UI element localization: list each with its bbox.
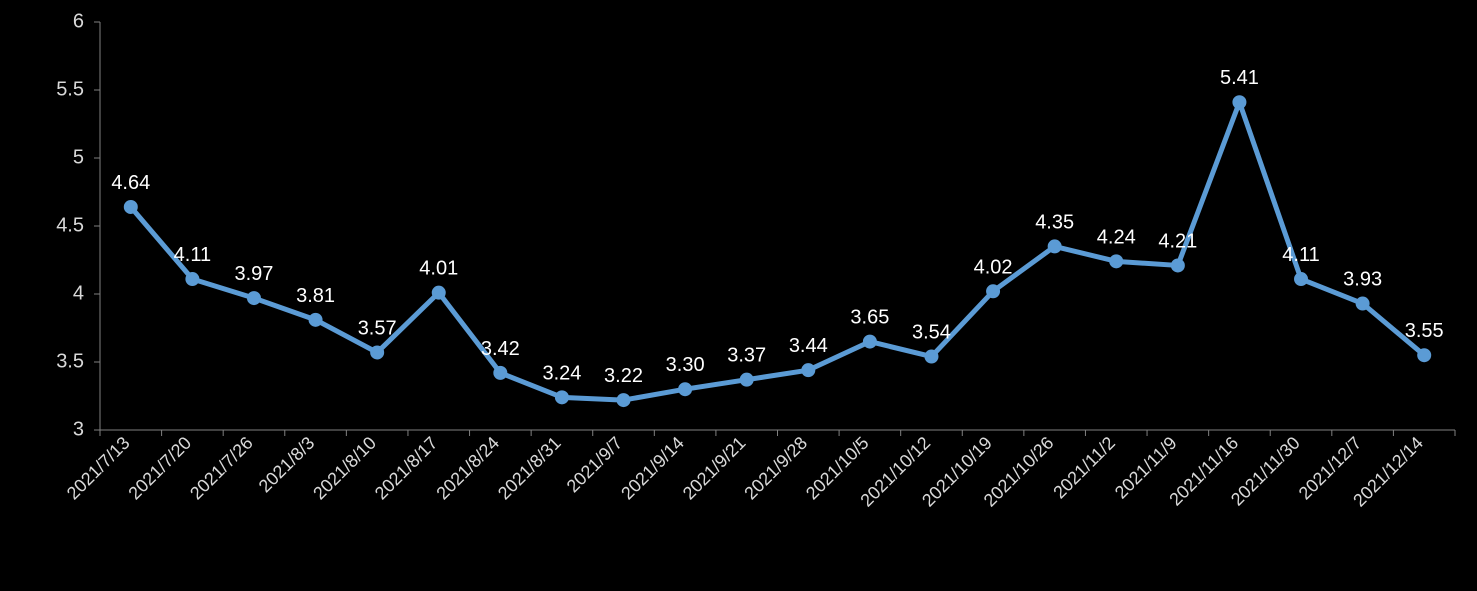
- y-tick-label: 6: [73, 10, 84, 32]
- x-tick-label: 2021/11/2: [1049, 433, 1119, 503]
- value-label: 4.11: [1282, 244, 1319, 266]
- data-point: [925, 351, 937, 363]
- data-point: [1172, 259, 1184, 271]
- value-label: 3.22: [604, 365, 643, 387]
- data-point: [433, 287, 445, 299]
- value-label: 4.35: [1035, 211, 1074, 233]
- y-tick-label: 3: [73, 418, 84, 440]
- value-label: 3.55: [1405, 320, 1444, 342]
- data-point: [310, 314, 322, 326]
- data-point: [802, 364, 814, 376]
- value-label: 3.93: [1343, 269, 1382, 291]
- value-label: 4.01: [419, 258, 458, 280]
- value-label: 3.54: [912, 322, 951, 344]
- data-point: [1049, 240, 1061, 252]
- data-point: [1295, 273, 1307, 285]
- data-point: [741, 374, 753, 386]
- data-point: [987, 285, 999, 297]
- value-label: 4.24: [1097, 226, 1136, 248]
- data-point: [618, 394, 630, 406]
- value-label: 3.44: [789, 335, 828, 357]
- value-label: 5.41: [1220, 67, 1259, 89]
- value-label: 3.37: [727, 345, 766, 367]
- data-point: [864, 336, 876, 348]
- value-label: 4.21: [1158, 230, 1197, 252]
- x-tick-label: 2021/9/14: [617, 433, 688, 504]
- x-tick-label: 2021/8/31: [494, 433, 565, 504]
- value-label: 3.57: [358, 317, 397, 339]
- y-tick-label: 4.5: [56, 214, 84, 236]
- data-point: [556, 391, 568, 403]
- chart-svg: 33.544.555.562021/7/132021/7/202021/7/26…: [0, 0, 1477, 591]
- data-point: [1233, 96, 1245, 108]
- data-point: [494, 367, 506, 379]
- value-label: 3.24: [542, 362, 581, 384]
- value-label: 3.30: [666, 354, 705, 376]
- data-point: [1357, 298, 1369, 310]
- x-tick-label: 2021/9/21: [679, 433, 750, 504]
- x-tick-label: 2021/7/20: [124, 433, 195, 504]
- data-point: [1418, 349, 1430, 361]
- value-label: 4.64: [111, 172, 150, 194]
- data-point: [186, 273, 198, 285]
- value-label: 3.65: [850, 307, 889, 329]
- y-tick-label: 5: [73, 146, 84, 168]
- x-tick-label: 2021/8/17: [371, 433, 442, 504]
- data-point: [1110, 255, 1122, 267]
- value-label: 3.42: [481, 338, 520, 360]
- data-point: [679, 383, 691, 395]
- x-tick-label: 2021/9/7: [563, 433, 627, 497]
- line-chart: 33.544.555.562021/7/132021/7/202021/7/26…: [0, 0, 1477, 591]
- y-tick-label: 5.5: [56, 78, 84, 100]
- data-point: [248, 292, 260, 304]
- y-tick-label: 3.5: [56, 350, 84, 372]
- value-label: 3.97: [235, 263, 274, 285]
- data-point: [125, 201, 137, 213]
- y-tick-label: 4: [73, 282, 84, 304]
- series-line: [131, 102, 1424, 400]
- x-tick-label: 2021/8/10: [309, 433, 380, 504]
- x-tick-label: 2021/7/13: [63, 433, 134, 504]
- x-tick-label: 2021/8/3: [255, 433, 319, 497]
- data-point: [371, 346, 383, 358]
- x-tick-label: 2021/9/28: [740, 433, 811, 504]
- value-label: 4.11: [174, 244, 211, 266]
- value-label: 3.81: [296, 285, 335, 307]
- x-tick-label: 2021/8/24: [432, 433, 503, 504]
- value-label: 4.02: [974, 256, 1013, 278]
- x-tick-label: 2021/7/26: [186, 433, 257, 504]
